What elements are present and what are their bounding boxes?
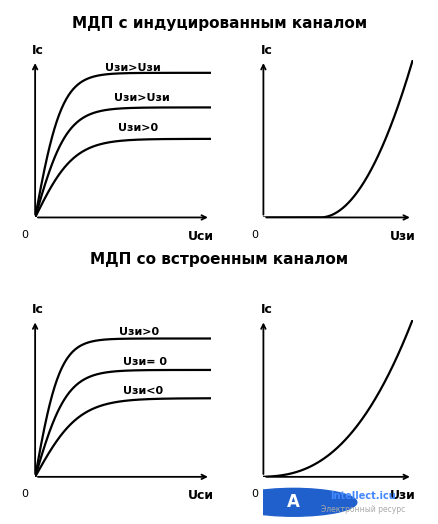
Circle shape [230, 488, 356, 516]
Text: Uзи<0: Uзи<0 [123, 386, 162, 396]
Text: Uзи: Uзи [389, 230, 415, 243]
Text: МДП со встроенным каналом: МДП со встроенным каналом [90, 252, 348, 267]
Text: Ic: Ic [260, 44, 272, 57]
Text: Uси: Uси [188, 489, 214, 503]
Text: A: A [286, 493, 299, 511]
Text: Uзи>0: Uзи>0 [119, 328, 159, 337]
Text: 0: 0 [21, 489, 28, 499]
Text: Uзи: Uзи [389, 489, 415, 503]
Text: Intellect.icu: Intellect.icu [330, 492, 396, 501]
Text: 0: 0 [251, 230, 258, 240]
Text: Uзи>0: Uзи>0 [117, 123, 157, 133]
Text: Ic: Ic [32, 303, 43, 316]
Text: 0: 0 [251, 489, 258, 499]
Text: Ic: Ic [32, 44, 43, 57]
Text: Uси: Uси [188, 230, 214, 243]
Text: 0: 0 [21, 230, 28, 240]
Text: Электронный ресурс: Электронный ресурс [321, 505, 405, 514]
Text: МДП с индуцированным каналом: МДП с индуцированным каналом [72, 16, 366, 31]
Text: Uзи= 0: Uзи= 0 [123, 357, 166, 367]
Text: Uзи>Uзи: Uзи>Uзи [114, 93, 170, 103]
Text: Ic: Ic [260, 303, 272, 316]
Text: Uзи>Uзи: Uзи>Uзи [105, 63, 161, 73]
